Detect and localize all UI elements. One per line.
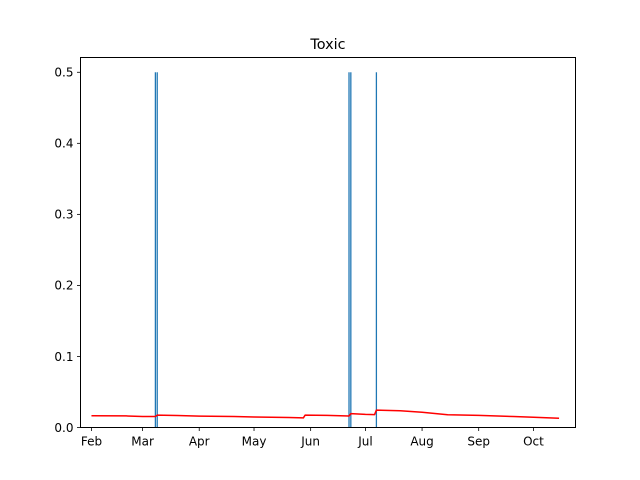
- trend-line-series: [91, 409, 560, 420]
- x-tick-label-7: Sep: [467, 435, 490, 449]
- plot-area: [80, 57, 576, 428]
- bar-series: [154, 72, 378, 428]
- x-tick-label-5: Jul: [357, 435, 372, 449]
- y-tick-label-2: 0.2: [54, 279, 73, 293]
- y-tick-label-5: 0.5: [54, 66, 73, 80]
- x-tick-label-2: Apr: [189, 435, 210, 449]
- chart-title: Toxic: [309, 37, 345, 53]
- y-axis: 0.0 0.1 0.2 0.3 0.4 0.5: [54, 66, 81, 435]
- y-tick-label-0: 0.0: [54, 421, 73, 435]
- x-tick-label-6: Aug: [410, 435, 433, 449]
- trend-line: [91, 409, 560, 420]
- x-tick-label-8: Oct: [523, 435, 544, 449]
- plot-frame: [80, 57, 576, 428]
- y-tick-label-3: 0.3: [54, 208, 73, 222]
- x-tick-label-4: Jun: [300, 435, 320, 449]
- x-tick-label-3: May: [242, 435, 267, 449]
- bar-3: [350, 72, 352, 428]
- bar-2: [348, 72, 350, 428]
- y-tick-label-1: 0.1: [54, 350, 73, 364]
- x-tick-label-0: Feb: [81, 435, 102, 449]
- x-tick-label-1: Mar: [131, 435, 154, 449]
- bar-1: [156, 72, 158, 428]
- bar-0: [154, 72, 157, 428]
- bar-4: [375, 72, 378, 428]
- y-tick-label-4: 0.4: [54, 137, 73, 151]
- plot-background: [80, 57, 576, 428]
- x-axis: Feb Mar Apr May Jun Jul Aug Sep Oct: [81, 427, 544, 449]
